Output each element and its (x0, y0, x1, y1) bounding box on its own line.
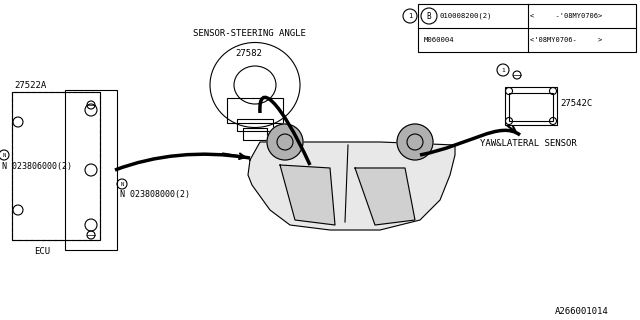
Text: N 023806000(2): N 023806000(2) (2, 162, 72, 171)
Text: 1: 1 (408, 13, 412, 19)
Bar (237, 119, 273, 131)
Text: 27542C: 27542C (560, 99, 592, 108)
Bar (243, 128, 267, 140)
Text: M060004: M060004 (424, 37, 454, 43)
Bar (65, 90, 117, 250)
Text: <     -'08MY0706>: < -'08MY0706> (530, 13, 602, 19)
Bar (227, 98, 283, 123)
Text: A266001014: A266001014 (555, 308, 609, 316)
Text: B: B (427, 12, 431, 20)
Text: N 023808000(2): N 023808000(2) (120, 190, 190, 199)
Polygon shape (248, 142, 455, 230)
Circle shape (397, 124, 433, 160)
Text: N: N (3, 153, 6, 157)
Text: 1: 1 (501, 68, 505, 73)
Text: 010008200(2): 010008200(2) (439, 13, 492, 19)
Text: YAW&LATERAL SENSOR: YAW&LATERAL SENSOR (480, 139, 577, 148)
Text: ECU: ECU (34, 247, 50, 257)
Bar (505, 87, 557, 125)
Bar (12, 92, 100, 240)
Bar (418, 4, 636, 52)
Text: 27582: 27582 (235, 49, 262, 58)
Bar (12, 92, 100, 240)
Bar (509, 93, 553, 121)
Polygon shape (355, 168, 415, 225)
Text: N: N (120, 181, 124, 187)
Text: 27522A: 27522A (14, 81, 46, 90)
Text: SENSOR-STEERING ANGLE: SENSOR-STEERING ANGLE (193, 28, 306, 37)
Text: <'08MY0706-     >: <'08MY0706- > (530, 37, 602, 43)
Circle shape (267, 124, 303, 160)
Polygon shape (280, 165, 335, 225)
